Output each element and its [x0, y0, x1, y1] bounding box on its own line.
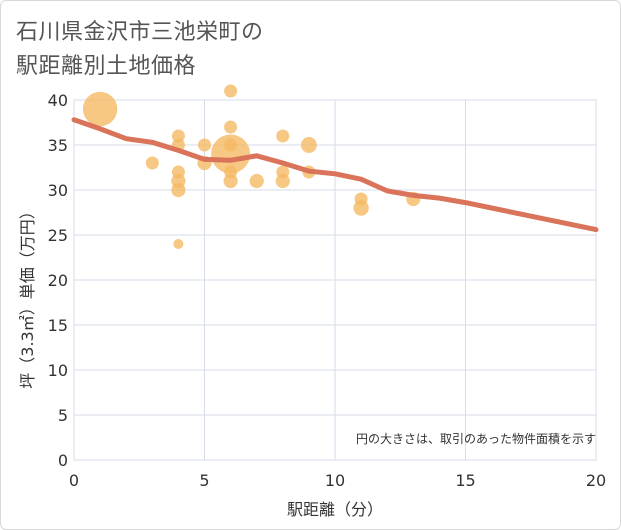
y-tick-label: 25	[48, 226, 68, 245]
data-bubble	[198, 138, 211, 152]
grid-lines	[73, 99, 597, 461]
data-bubble	[300, 137, 317, 153]
data-bubble	[171, 182, 186, 198]
y-tick-label: 20	[48, 271, 68, 290]
data-bubble	[171, 129, 185, 143]
data-bubble	[353, 200, 369, 216]
y-axis-title: 坪（3.3㎡）単価（万円）	[18, 203, 37, 388]
x-axis-title: 駅距離（分）	[287, 500, 383, 519]
chart-title-line-1: 石川県金沢市三池栄町の	[16, 20, 264, 45]
tick-labels: 0 5 10 15 20 25 30 35 40 0 5 10 15 20	[48, 91, 607, 490]
x-tick-label: 0	[69, 471, 79, 490]
y-tick-label: 40	[48, 91, 68, 110]
data-bubble	[223, 173, 238, 189]
bubble-size-note: 円の大きさは、取引のあった物件面積を示す	[356, 431, 596, 446]
x-tick-label: 20	[586, 471, 606, 490]
chart-title: 石川県金沢市三池栄町の 駅距離別土地価格	[16, 16, 264, 84]
data-bubble	[211, 134, 251, 174]
trend-line	[71, 117, 599, 233]
y-tick-label: 10	[48, 361, 68, 380]
x-tick-label: 10	[325, 471, 345, 490]
y-tick-label: 35	[48, 136, 68, 155]
y-tick-label: 15	[48, 316, 68, 335]
data-bubble	[173, 238, 184, 250]
data-bubble	[82, 91, 118, 127]
chart-title-line-2: 駅距離別土地価格	[16, 54, 197, 79]
data-bubble	[145, 156, 159, 170]
bubble-series	[82, 84, 421, 250]
data-bubble	[224, 84, 238, 98]
data-bubble	[224, 120, 238, 134]
x-tick-label: 5	[199, 471, 209, 490]
data-bubble	[276, 129, 290, 143]
y-tick-label: 5	[58, 406, 68, 425]
x-tick-label: 15	[455, 471, 475, 490]
y-tick-label: 30	[48, 181, 68, 200]
data-bubble	[249, 173, 264, 189]
data-bubble	[275, 173, 290, 189]
y-tick-label: 0	[58, 451, 68, 470]
